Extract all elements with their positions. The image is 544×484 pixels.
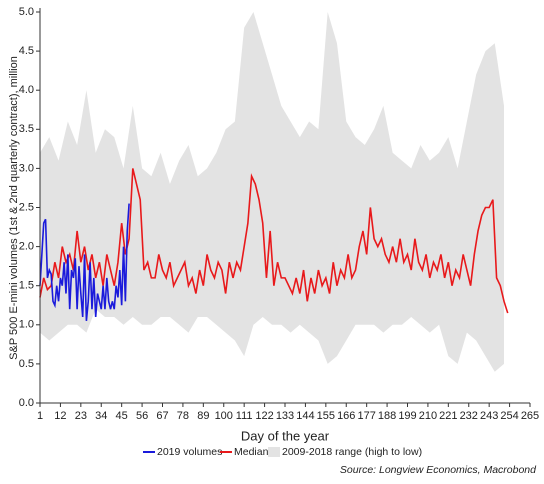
y-tick-label: 4.0 xyxy=(19,84,34,96)
x-tick-label: 67 xyxy=(156,410,168,422)
source-note: Source: Longview Economics, Macrobond xyxy=(340,464,537,476)
range-area xyxy=(40,12,505,372)
x-tick-label: 243 xyxy=(480,410,498,422)
legend-label: 2009-2018 range (high to low) xyxy=(282,446,422,458)
legend-swatch xyxy=(268,447,280,457)
x-tick-label: 34 xyxy=(95,410,107,422)
x-tick-label: 100 xyxy=(215,410,233,422)
y-tick-label: 1.0 xyxy=(19,319,34,331)
y-tick-label: 0.0 xyxy=(19,397,34,409)
x-tick-label: 265 xyxy=(521,410,539,422)
x-tick-label: 133 xyxy=(276,410,294,422)
x-axis-label: Day of the year xyxy=(241,428,330,443)
series-line xyxy=(39,168,509,314)
x-tick-label: 56 xyxy=(136,410,148,422)
x-tick-label: 78 xyxy=(177,410,189,422)
y-axis-label: S&P 500 E-mini volumes (1st & 2nd quarte… xyxy=(8,56,20,360)
x-tick-label: 89 xyxy=(197,410,209,422)
x-tick-label: 166 xyxy=(337,410,355,422)
y-tick-label: 3.0 xyxy=(19,162,34,174)
x-tick-label: 177 xyxy=(357,410,375,422)
y-tick-label: 5.0 xyxy=(19,6,34,18)
series-line xyxy=(39,203,130,321)
x-tick-label: 23 xyxy=(75,410,87,422)
x-tick-label: 1 xyxy=(37,410,43,422)
y-tick-label: 4.5 xyxy=(19,45,34,57)
x-tick-label: 45 xyxy=(116,410,128,422)
x-tick-label: 254 xyxy=(500,410,518,422)
y-tick-label: 2.5 xyxy=(19,201,34,213)
x-tick-label: 232 xyxy=(460,410,478,422)
y-tick-label: 0.5 xyxy=(19,358,34,370)
y-tick-label: 3.5 xyxy=(19,123,34,135)
legend-label: 2019 volumes xyxy=(157,446,222,458)
x-tick-label: 122 xyxy=(255,410,273,422)
x-tick-label: 199 xyxy=(398,410,416,422)
y-tick-label: 1.5 xyxy=(19,280,34,292)
y-tick-label: 2.0 xyxy=(19,241,34,253)
x-tick-label: 144 xyxy=(296,410,314,422)
x-tick-label: 111 xyxy=(236,410,253,422)
x-tick-label: 188 xyxy=(378,410,396,422)
x-tick-label: 221 xyxy=(439,410,457,422)
x-tick-label: 210 xyxy=(419,410,437,422)
x-tick-label: 12 xyxy=(54,410,66,422)
legend-label: Median xyxy=(234,446,269,458)
x-tick-label: 155 xyxy=(317,410,335,422)
